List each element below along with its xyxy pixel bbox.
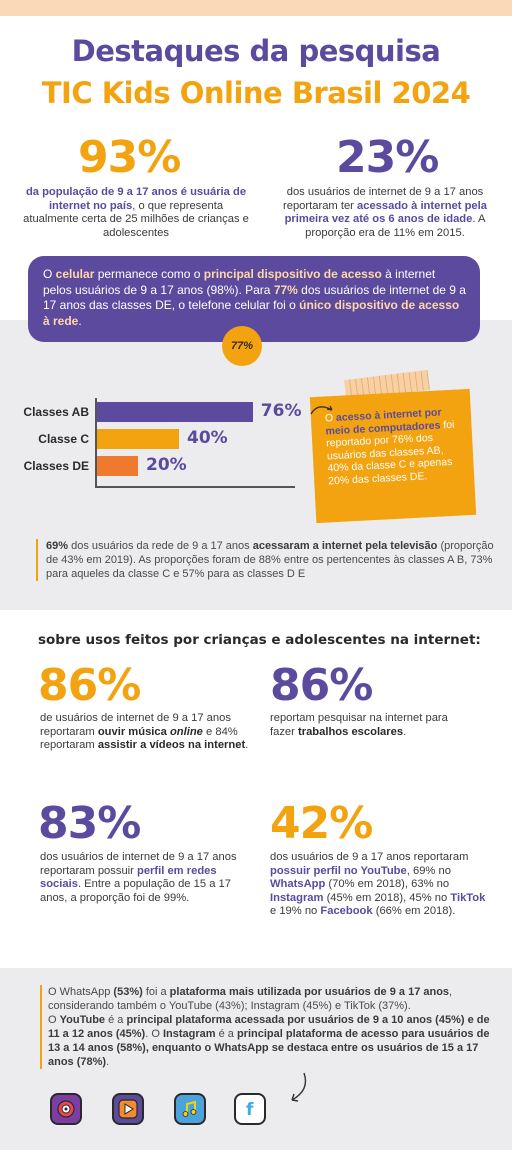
music-note-app-icon [174,1093,206,1125]
stat-social-text: dos usuários de internet de 9 a 17 anos … [40,851,237,904]
page-subtitle: TIC Kids Online Brasil 2024 [41,76,471,110]
top-decor-bar [0,0,512,16]
usage-section-heading: sobre usos feitos por crianças e adolesc… [38,632,481,648]
bar [97,402,253,422]
stat-school-value: 86% [270,660,373,711]
music-app-icon [50,1093,82,1125]
bar-value-label: 20% [146,455,187,475]
tv-access-note: 69% dos usuários da rede de 9 a 17 anos … [36,539,496,581]
stat-youtube-value: 42% [270,798,373,849]
bar-value-label: 76% [260,401,302,421]
stat-23-value: 23% [336,132,439,183]
platforms-note: O WhatsApp (53%) foi a plataforma mais u… [40,985,495,1069]
down-arrow-icon [291,1072,307,1102]
stat-youtube-text: dos usuários de 9 a 17 anos reportaram p… [270,851,486,918]
bar-label: Classes DE [23,459,89,473]
bar [97,429,179,449]
bar [97,456,138,476]
svg-text:f: f [246,1100,254,1119]
stat-music-text: de usuários de internet de 9 a 17 anos r… [40,712,249,752]
facebook-app-icon: f [234,1093,266,1125]
stat-93-value: 93% [78,132,181,183]
chart-axis-vertical [95,398,97,486]
video-play-app-icon [112,1093,144,1125]
stat-93-text: da população de 9 a 17 anos é usuária de… [23,186,249,239]
bar-value-label: 40% [187,428,228,448]
badge-77: 77% [222,326,262,366]
bar-label: Classe C [38,432,89,446]
celular-callout: O celular permanece como o principal dis… [28,256,480,342]
curved-arrow-icon [310,405,333,415]
stat-music-value: 86% [38,660,141,711]
bar-label: Classes AB [23,405,89,419]
chart-axis-horizontal [95,486,295,488]
stat-23-text: dos usuários de internet de 9 a 17 anos … [283,186,487,239]
page-title: Destaques da pesquisa [71,34,441,68]
stat-school-text: reportam pesquisar na internet para faze… [270,712,448,738]
stat-social-value: 83% [38,798,141,849]
